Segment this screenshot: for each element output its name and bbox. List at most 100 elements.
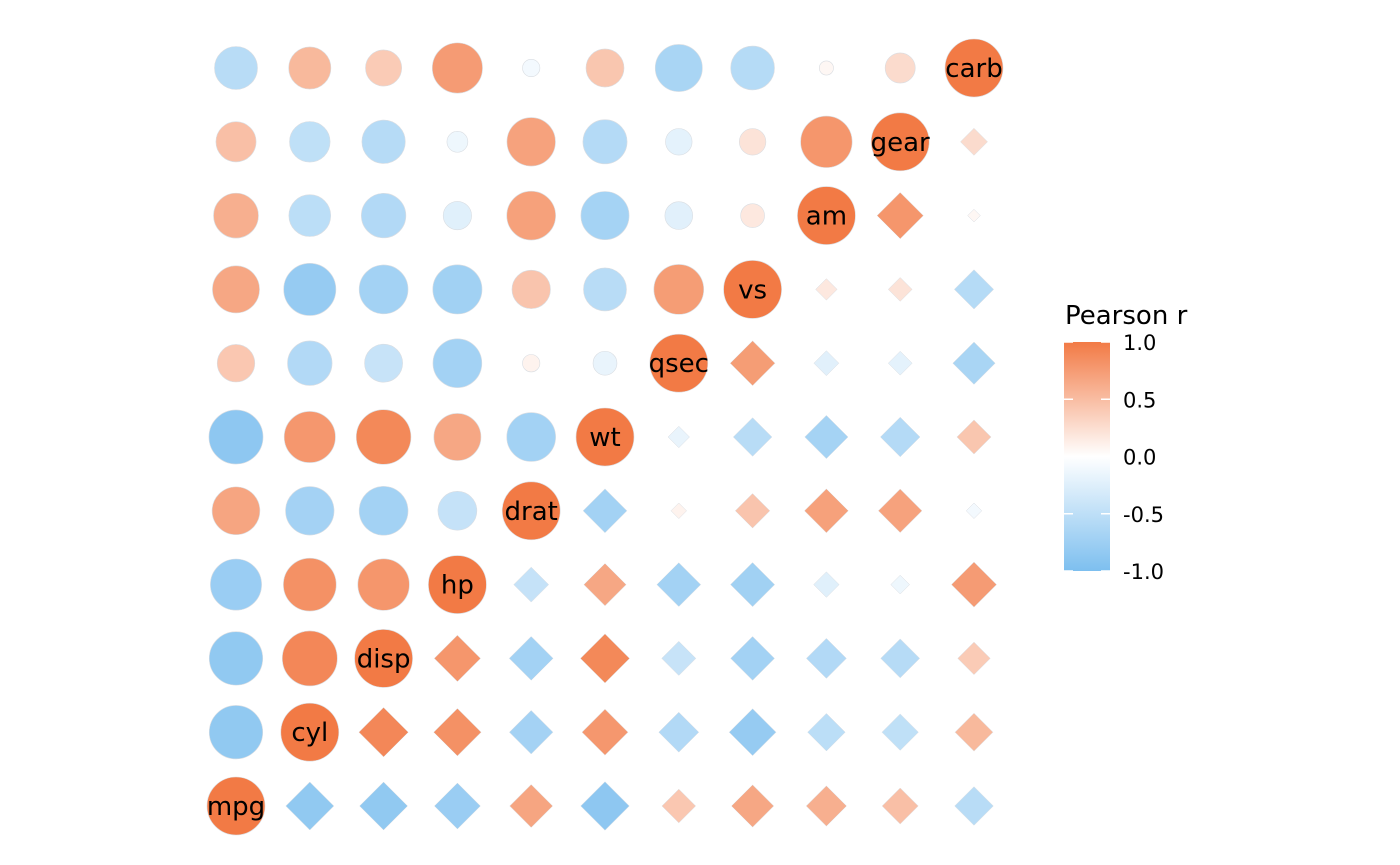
corr-circle-cyl-vs	[283, 262, 337, 316]
corr-circle-disp-carb	[365, 49, 403, 87]
corr-circle-disp-am	[361, 193, 407, 239]
corr-circle-drat-gear	[506, 117, 556, 167]
corr-diamond-carb-vs	[954, 269, 994, 310]
corr-circle-cyl-disp	[281, 630, 338, 687]
corr-circle-disp-drat	[358, 486, 409, 536]
variable-label-mpg: mpg	[207, 792, 265, 822]
diagonal-circle-drat	[501, 481, 561, 541]
corr-diamond-disp-mpg	[359, 781, 408, 831]
corr-diamond-carb-wt	[956, 419, 992, 455]
corr-circle-mpg-drat	[211, 486, 261, 536]
corr-circle-am-carb	[818, 60, 834, 76]
corr-diamond-vs-qsec	[729, 340, 776, 386]
corr-circle-hp-carb	[431, 42, 483, 94]
corr-diamond-am-disp	[806, 638, 847, 679]
legend-tick-label: -0.5	[1123, 503, 1164, 527]
corr-circle-hp-qsec	[432, 338, 483, 388]
corr-circle-mpg-disp	[208, 631, 264, 686]
corr-circle-hp-am	[442, 201, 472, 231]
corr-diamond-gear-drat	[878, 488, 923, 533]
legend-tick-label: 0.5	[1123, 388, 1156, 412]
corr-diamond-carb-cyl	[954, 712, 994, 752]
corr-circle-drat-qsec	[522, 354, 541, 373]
diagonal-circle-wt	[575, 407, 635, 467]
corr-circle-vs-carb	[730, 45, 775, 91]
variable-label-drat: drat	[505, 497, 558, 527]
corr-circle-cyl-wt	[283, 411, 336, 463]
corr-diamond-hp-cyl	[433, 708, 482, 757]
corr-diamond-drat-mpg	[509, 784, 553, 828]
variable-label-cyl: cyl	[291, 718, 328, 748]
corr-diamond-vs-cyl	[728, 708, 777, 756]
corr-diamond-vs-disp	[730, 636, 775, 681]
variable-label-gear: gear	[871, 128, 930, 158]
corr-diamond-cyl-mpg	[285, 781, 335, 831]
corr-diamond-gear-mpg	[881, 787, 919, 825]
corr-diamond-carb-am	[967, 208, 981, 223]
corr-diamond-wt-cyl	[581, 708, 629, 756]
variable-label-vs: vs	[738, 275, 767, 305]
corr-diamond-gear-hp	[890, 574, 910, 595]
corr-circle-hp-gear	[446, 131, 469, 153]
legend-title: Pearson r	[1065, 301, 1188, 331]
corr-diamond-carb-gear	[960, 127, 988, 156]
corr-diamond-qsec-hp	[656, 562, 702, 607]
variable-label-disp: disp	[357, 644, 411, 674]
corr-circle-disp-vs	[358, 264, 409, 315]
diagonal-circle-carb	[944, 38, 1004, 98]
corr-diamond-hp-mpg	[434, 782, 481, 830]
corr-circle-drat-am	[506, 190, 556, 241]
variable-labels: mpg cyl disp hp drat wt qsec vs am gear carb	[207, 54, 1003, 822]
corr-diamond-am-mpg	[805, 785, 847, 827]
corr-diamond-gear-cyl	[881, 713, 919, 751]
corr-diamond-gear-vs	[887, 277, 913, 302]
corr-diamond-gear-am	[876, 192, 924, 240]
corr-diamond-gear-wt	[880, 416, 921, 458]
corr-diamond-vs-mpg	[731, 784, 775, 828]
corr-diamond-qsec-cyl	[658, 711, 700, 753]
corr-diamond-am-qsec	[813, 350, 840, 377]
corr-circle-mpg-vs	[212, 265, 260, 314]
corr-circle-disp-gear	[361, 119, 406, 164]
corr-circle-cyl-drat	[285, 486, 335, 536]
corr-diamond-wt-hp	[583, 563, 627, 607]
corr-diamond-gear-disp	[880, 638, 921, 679]
variable-label-carb: carb	[945, 54, 1002, 84]
corr-circle-hp-drat	[437, 491, 478, 531]
diagonal-circle-am	[797, 186, 856, 245]
corr-diamond-drat-disp	[508, 636, 554, 681]
corr-diamond-am-hp	[813, 571, 840, 598]
corr-diamond-am-vs	[815, 278, 838, 301]
corr-diamond-vs-wt	[732, 417, 773, 457]
corr-diamond-carb-drat	[965, 502, 983, 519]
corr-diamond-wt-drat	[582, 488, 628, 534]
corr-circle-mpg-cyl	[208, 705, 264, 760]
corr-circle-cyl-qsec	[287, 340, 333, 386]
corr-circle-wt-am	[580, 191, 630, 240]
corr-diamond-carb-hp	[951, 561, 997, 608]
corr-diamond-drat-cyl	[509, 710, 554, 755]
corr-circle-disp-wt	[355, 409, 412, 465]
corr-circle-wt-vs	[583, 267, 627, 312]
corr-diamond-qsec-wt	[667, 425, 690, 449]
corr-circle-wt-gear	[582, 119, 628, 165]
corr-circle-gear-carb	[884, 52, 916, 84]
corr-diamond-am-cyl	[807, 713, 846, 752]
legend-tick-label: 0.0	[1123, 446, 1156, 470]
diagonal-circle-cyl	[280, 702, 340, 762]
corr-circle-cyl-hp	[283, 557, 337, 612]
corr-circle-qsec-gear	[665, 128, 693, 156]
corr-circle-drat-vs	[511, 269, 551, 309]
variable-label-wt: wt	[589, 423, 620, 453]
corr-diamond-qsec-mpg	[661, 788, 697, 824]
diagonal-circle-qsec	[649, 333, 709, 393]
corr-circle-mpg-carb	[214, 46, 258, 90]
corr-circle-hp-wt	[433, 413, 482, 461]
corr-circle-hp-vs	[432, 264, 483, 315]
corr-diamond-carb-disp	[957, 641, 991, 675]
corr-circle-qsec-am	[664, 201, 694, 230]
corr-diamond-am-wt	[804, 415, 849, 459]
corr-circle-cyl-carb	[288, 46, 332, 90]
corr-circle-vs-am	[740, 203, 765, 228]
